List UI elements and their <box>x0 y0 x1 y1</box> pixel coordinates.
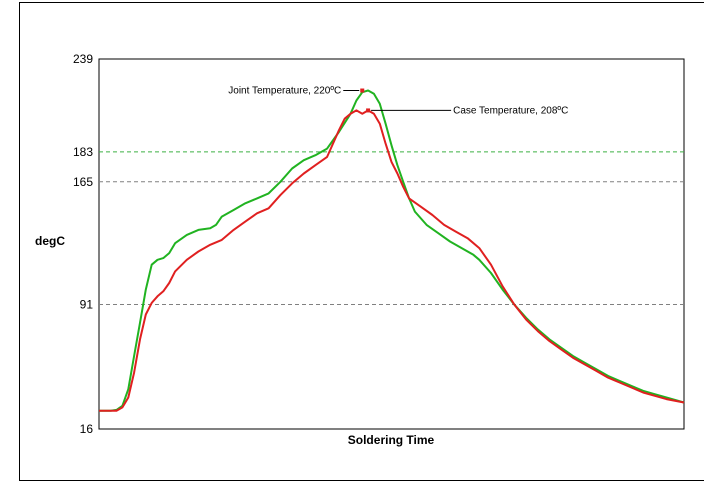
x-axis-label: Soldering Time <box>348 433 435 447</box>
y-axis-label: degC <box>35 234 65 248</box>
series-line-joint <box>99 89 685 412</box>
temperature-chart: 239 183 165 91 16 Joint Temperature, 220ºC Ca… <box>35 52 685 447</box>
y-tick-label-239: 239 <box>73 52 93 66</box>
series-line-case <box>99 109 685 412</box>
y-tick-label-91: 91 <box>80 298 94 312</box>
case-temperature-annotation: Case Temperature, 208ºC <box>453 105 568 116</box>
joint-temperature-annotation: Joint Temperature, 220ºC <box>228 86 341 97</box>
y-tick-label-183: 183 <box>73 145 93 159</box>
plot-area <box>98 58 685 430</box>
y-tick-label-16: 16 <box>80 422 94 436</box>
y-tick-label-165: 165 <box>73 175 93 189</box>
joint-temperature-marker <box>360 88 365 93</box>
case-temperature-marker <box>366 108 371 113</box>
chart-frame: 239 183 165 91 16 Joint Temperature, 220ºC Ca… <box>19 2 704 481</box>
